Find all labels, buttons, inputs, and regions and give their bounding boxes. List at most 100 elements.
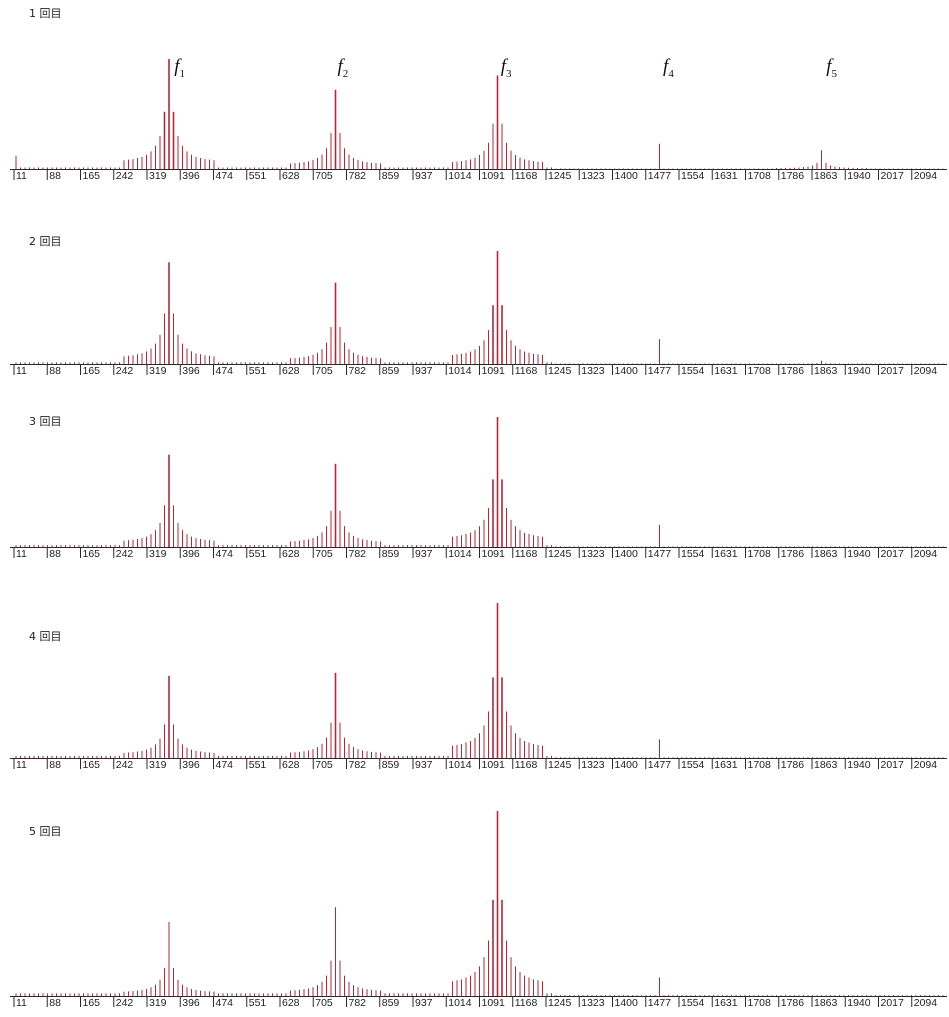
x-tick-label: 782 [349,365,367,377]
x-tick-label: 1323 [581,548,605,560]
spectrum-panel-3: 3 回目 11 88 165 242 319 396 474 551 628 705 782 859 93… [10,415,947,560]
x-tick-label: 396 [182,170,200,182]
x-tick-label: 705 [315,997,333,1009]
x-tick-label: 2017 [881,548,905,560]
x-tick-label: 1477 [648,548,672,560]
x-tick-label: 1940 [847,170,871,182]
x-tick-label: 1014 [448,170,472,182]
x-tick-label: 551 [249,365,267,377]
x-tick-label: 1477 [648,997,672,1009]
x-tick-label: 1863 [814,365,838,377]
x-tick-label: 1014 [448,365,472,377]
x-tick-label: 1786 [781,548,805,560]
x-tick-label: 1786 [781,759,805,771]
peak-label-f3: f3 [501,56,512,80]
x-tick-label: 11 [16,548,27,560]
x-tick-label: 1863 [814,170,838,182]
x-tick-label: 319 [149,997,167,1009]
x-tick-label: 474 [216,997,234,1009]
x-tick-label: 88 [49,997,61,1009]
panel-title: 3 回目 [29,415,62,428]
x-tick-label: 705 [315,170,333,182]
x-tick-label: 1014 [448,548,472,560]
x-tick-label: 2017 [881,759,905,771]
spectrum-panel-1: 1 回目 11 88 165 242 319 396 474 551 628 705 782 859 93… [10,7,947,182]
x-tick-label: 396 [182,548,200,560]
peak-label-subscript: 4 [668,68,674,80]
x-tick-label: 1786 [781,365,805,377]
x-tick-label: 11 [16,997,27,1009]
x-tick-label: 396 [182,759,200,771]
spectral-lines [15,417,944,547]
x-tick-label: 551 [249,759,267,771]
spectral-lines [15,251,944,364]
x-tick-label: 1708 [748,759,772,771]
x-tick-label: 1631 [714,170,738,182]
x-tick-label: 1245 [548,548,572,560]
x-tick-label: 1786 [781,170,805,182]
x-tick-label: 1708 [748,548,772,560]
x-tick-label: 88 [49,170,61,182]
x-tick-label: 628 [282,548,300,560]
x-tick-label: 1554 [681,997,705,1009]
panel-title: 5 回目 [29,825,62,838]
x-tick-label: 2094 [914,997,938,1009]
x-tick-label: 1400 [615,365,639,377]
x-tick-label: 859 [382,548,400,560]
x-tick-label: 2094 [914,759,938,771]
x-tick-label: 319 [149,170,167,182]
x-tick-label: 242 [116,997,134,1009]
x-tick-label: 937 [415,365,433,377]
x-tick-label: 1400 [615,170,639,182]
x-tick-label: 165 [83,997,101,1009]
x-tick-label: 1477 [648,365,672,377]
x-tick-label: 11 [16,365,27,377]
x-tick-label: 242 [116,759,134,771]
x-tick-label: 782 [349,170,367,182]
x-tick-label: 1091 [482,997,506,1009]
x-tick-label: 1554 [681,365,705,377]
peak-label-f5: f5 [826,56,837,80]
x-tick-label: 1323 [581,759,605,771]
x-tick-label: 396 [182,997,200,1009]
peak-label-subscript: 3 [506,68,512,80]
x-tick-label: 782 [349,759,367,771]
x-tick-label: 1940 [847,997,871,1009]
x-tick-label: 1168 [515,997,538,1009]
x-tick-label: 1168 [515,759,538,771]
x-tick-label: 1940 [847,548,871,560]
spectrum-panel-5: 5 回目 11 88 165 242 319 396 474 551 628 705 782 859 93… [10,811,947,1009]
x-tick-label: 1477 [648,759,672,771]
x-tick-label: 628 [282,365,300,377]
x-tick-label: 396 [182,365,200,377]
x-tick-label: 1708 [748,170,772,182]
x-tick-label: 1863 [814,997,838,1009]
x-tick-label: 705 [315,365,333,377]
x-tick-label: 937 [415,759,433,771]
x-tick-label: 474 [216,548,234,560]
x-tick-label: 859 [382,997,400,1009]
x-tick-label: 165 [83,170,101,182]
x-tick-label: 937 [415,997,433,1009]
x-tick-label: 782 [349,997,367,1009]
x-tick-label: 1245 [548,170,572,182]
x-tick-label: 859 [382,759,400,771]
x-axis-ticks: 11 88 165 242 319 396 474 551 628 705 782 859 937 101… [13,169,937,182]
x-tick-label: 242 [116,170,134,182]
x-axis-ticks: 11 88 165 242 319 396 474 551 628 705 782 859 937 101… [13,996,938,1009]
x-tick-label: 1477 [648,170,672,182]
x-tick-label: 2017 [881,170,905,182]
x-axis-ticks: 11 88 165 242 319 396 474 551 628 705 782 859 937 101… [13,364,937,377]
peak-label-subscript: 1 [180,68,186,80]
x-tick-label: 628 [282,170,300,182]
x-tick-label: 551 [249,997,267,1009]
x-tick-label: 1091 [482,365,506,377]
spectrum-panel-4: 4 回目 11 88 165 242 319 396 474 551 628 705 782 859 93… [10,603,947,771]
x-axis-ticks: 11 88 165 242 319 396 474 551 628 705 782 859 937 101… [13,758,938,771]
x-tick-label: 1168 [515,170,538,182]
x-tick-label: 859 [382,170,400,182]
peak-label-subscript: 5 [832,68,838,80]
x-tick-label: 628 [282,759,300,771]
x-tick-label: 2017 [881,997,905,1009]
